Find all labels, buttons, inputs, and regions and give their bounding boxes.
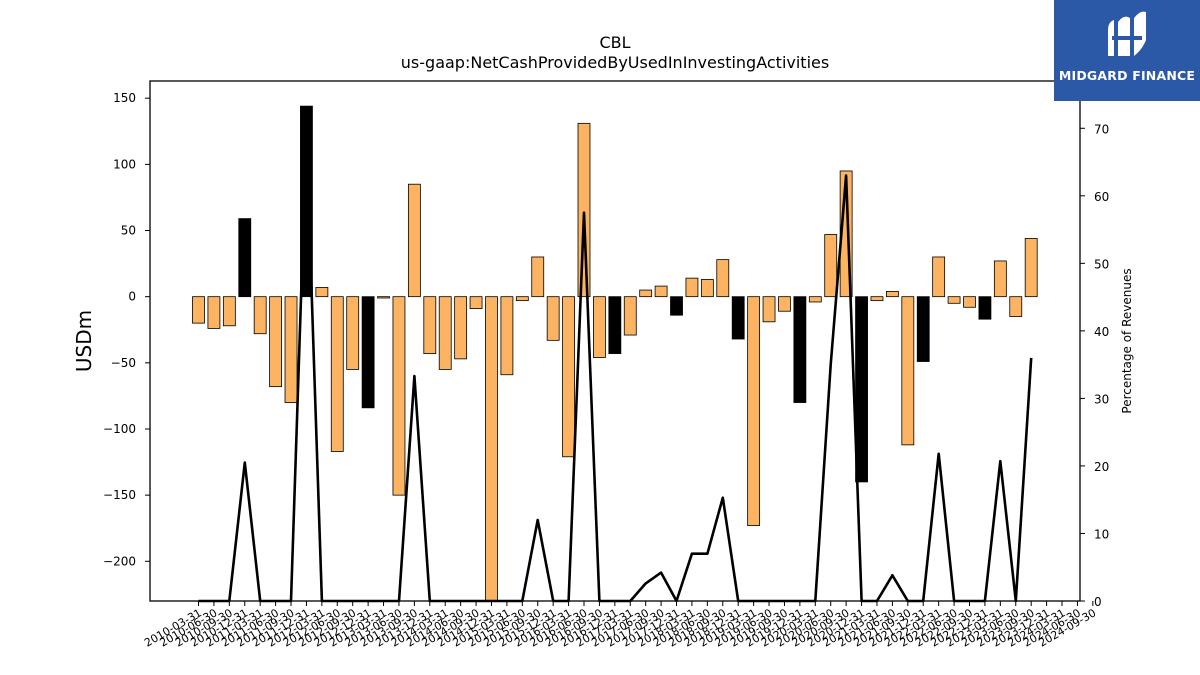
y-tick-label: −50 <box>111 356 136 370</box>
bar <box>932 256 946 298</box>
bar <box>500 296 514 376</box>
bar <box>731 296 745 340</box>
y-tick-label: 0 <box>128 290 136 304</box>
bar <box>469 296 483 309</box>
bar <box>762 296 776 323</box>
bar <box>700 279 714 298</box>
y2-axis-label: Percentage of Revenues <box>1120 268 1134 413</box>
bar <box>192 296 205 324</box>
bar <box>886 290 899 298</box>
y-tick-label: 100 <box>113 157 136 171</box>
bar <box>993 260 1007 298</box>
bar <box>855 296 868 483</box>
bar <box>808 296 822 303</box>
bar <box>562 296 575 458</box>
bar <box>346 296 360 370</box>
bar <box>392 296 406 496</box>
bar <box>485 296 498 602</box>
chart-title: CBL <box>599 33 630 52</box>
y-tick-label: −150 <box>103 488 136 502</box>
bar <box>546 296 560 341</box>
y2-tick-label: 50 <box>1094 257 1109 271</box>
logo-mark-icon <box>1108 11 1146 57</box>
bar <box>253 296 267 335</box>
y2-tick-label: 10 <box>1094 527 1109 541</box>
bar <box>284 296 298 403</box>
y2-axis: 0 10 20 30 40 50 60 70 <box>1080 122 1109 609</box>
y2-tick-label: 40 <box>1094 325 1109 339</box>
y2-tick-label: 20 <box>1094 460 1109 474</box>
y-tick-label: 150 <box>113 91 136 105</box>
x-axis: 2010-03-312010-06-302010-09-302010-12-31… <box>142 601 1098 650</box>
bar <box>577 122 591 298</box>
y2-tick-label: 60 <box>1094 190 1109 204</box>
bar <box>608 296 622 354</box>
bar <box>639 289 653 298</box>
bar <box>454 296 468 360</box>
y-axis: 150 100 50 0 −50 −100 −150 −200 <box>103 91 150 568</box>
y2-tick-label: 30 <box>1094 392 1109 406</box>
bar <box>793 296 807 403</box>
bar <box>901 296 915 446</box>
y-tick-label: 50 <box>121 224 136 238</box>
bar <box>222 296 236 327</box>
bar <box>1009 296 1023 317</box>
bar <box>531 256 545 298</box>
bar <box>978 296 992 320</box>
bar <box>593 296 606 358</box>
bar <box>361 296 375 409</box>
bar <box>654 285 668 298</box>
bar <box>916 296 930 362</box>
y-axis-label: USDm <box>72 310 96 372</box>
bar <box>207 296 221 329</box>
bar <box>407 183 421 298</box>
bar <box>947 296 961 304</box>
bar <box>716 259 730 298</box>
bar <box>623 296 637 336</box>
bars-layer <box>192 105 1038 602</box>
chart-subtitle: us-gaap:NetCashProvidedByUsedInInvesting… <box>401 53 829 72</box>
bar <box>778 296 791 312</box>
bar <box>515 296 529 302</box>
bar <box>377 296 390 299</box>
bar <box>269 296 283 388</box>
bar <box>963 296 976 308</box>
bar <box>330 296 344 452</box>
midgard-finance-logo: MIDGARD FINANCE <box>1054 0 1200 101</box>
bar <box>315 287 329 298</box>
logo-text: MIDGARD FINANCE <box>1058 68 1196 83</box>
bar <box>1024 238 1038 298</box>
y-tick-label: −200 <box>103 554 136 568</box>
bar <box>670 296 683 316</box>
bar <box>685 277 699 298</box>
bar <box>238 218 252 298</box>
y2-tick-label: 70 <box>1094 122 1109 136</box>
bar <box>870 296 884 302</box>
bar <box>824 234 838 298</box>
bar <box>747 296 761 526</box>
bar <box>438 296 452 370</box>
bar <box>423 296 437 354</box>
y2-tick-label: 0 <box>1094 595 1102 609</box>
y-tick-label: −100 <box>103 422 136 436</box>
